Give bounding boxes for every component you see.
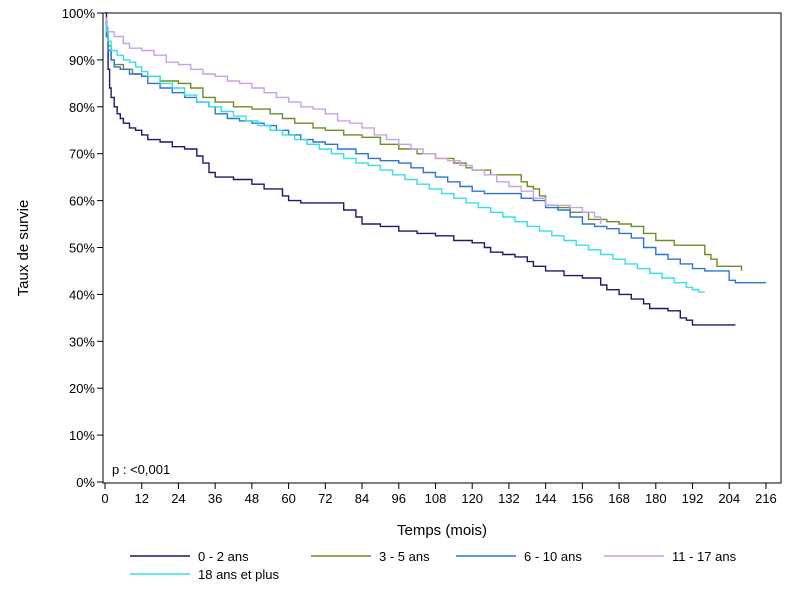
y-tick-label: 60%: [69, 194, 95, 209]
x-tick-label: 96: [392, 491, 406, 506]
y-tick-label: 10%: [69, 428, 95, 443]
x-tick-label: 132: [498, 491, 520, 506]
legend-label: 18 ans et plus: [198, 567, 279, 582]
y-tick-label: 100%: [62, 6, 96, 21]
series-line-1: [105, 12, 736, 326]
x-tick-label: 48: [245, 491, 259, 506]
y-tick-label: 80%: [69, 100, 95, 115]
x-tick-label: 108: [425, 491, 447, 506]
x-axis-title: Temps (mois): [397, 522, 487, 539]
plot-frame: [102, 12, 782, 484]
x-tick-label: 36: [208, 491, 222, 506]
y-tick-label: 0%: [76, 475, 95, 490]
x-tick-label: 12: [134, 491, 148, 506]
y-tick-label: 30%: [69, 334, 95, 349]
series-line-3: [105, 21, 766, 284]
y-axis-title: Taux de survie: [15, 200, 32, 297]
series-layer: [105, 12, 766, 326]
x-tick-label: 144: [535, 491, 557, 506]
y-tick-label: 40%: [69, 287, 95, 302]
legend-label: 3 - 5 ans: [379, 549, 430, 564]
x-axis: 0 12 24 36 48 60 72 84 96 108 120 132 144 156 168 180 19…: [101, 483, 777, 506]
x-tick-label: 204: [718, 491, 740, 506]
x-tick-label: 168: [608, 491, 630, 506]
y-tick-label: 90%: [69, 53, 95, 68]
legend-label: 0 - 2 ans: [198, 549, 249, 564]
x-tick-label: 216: [755, 491, 777, 506]
y-tick-label: 70%: [69, 147, 95, 162]
x-tick-label: 120: [461, 491, 483, 506]
y-tick-label: 50%: [69, 241, 95, 256]
p-value-annotation: p : <0,001: [112, 462, 170, 477]
x-tick-label: 0: [101, 491, 108, 506]
x-tick-label: 192: [682, 491, 704, 506]
x-tick-label: 60: [281, 491, 295, 506]
series-line-4: [105, 17, 602, 224]
x-tick-label: 84: [355, 491, 369, 506]
y-tick-label: 20%: [69, 381, 95, 396]
legend: 0 - 2 ans 3 - 5 ans 6 - 10 ans 11 - 17 ans 1…: [130, 549, 737, 582]
y-axis: 0% 10% 20% 30% 40% 50% 60% 70% 80% 90% 100%: [62, 6, 103, 490]
x-tick-label: 180: [645, 491, 667, 506]
legend-label: 11 - 17 ans: [672, 549, 737, 564]
x-tick-label: 156: [572, 491, 594, 506]
x-tick-label: 72: [318, 491, 332, 506]
legend-label: 6 - 10 ans: [524, 549, 582, 564]
x-tick-label: 24: [171, 491, 185, 506]
series-line-5: [105, 21, 705, 293]
